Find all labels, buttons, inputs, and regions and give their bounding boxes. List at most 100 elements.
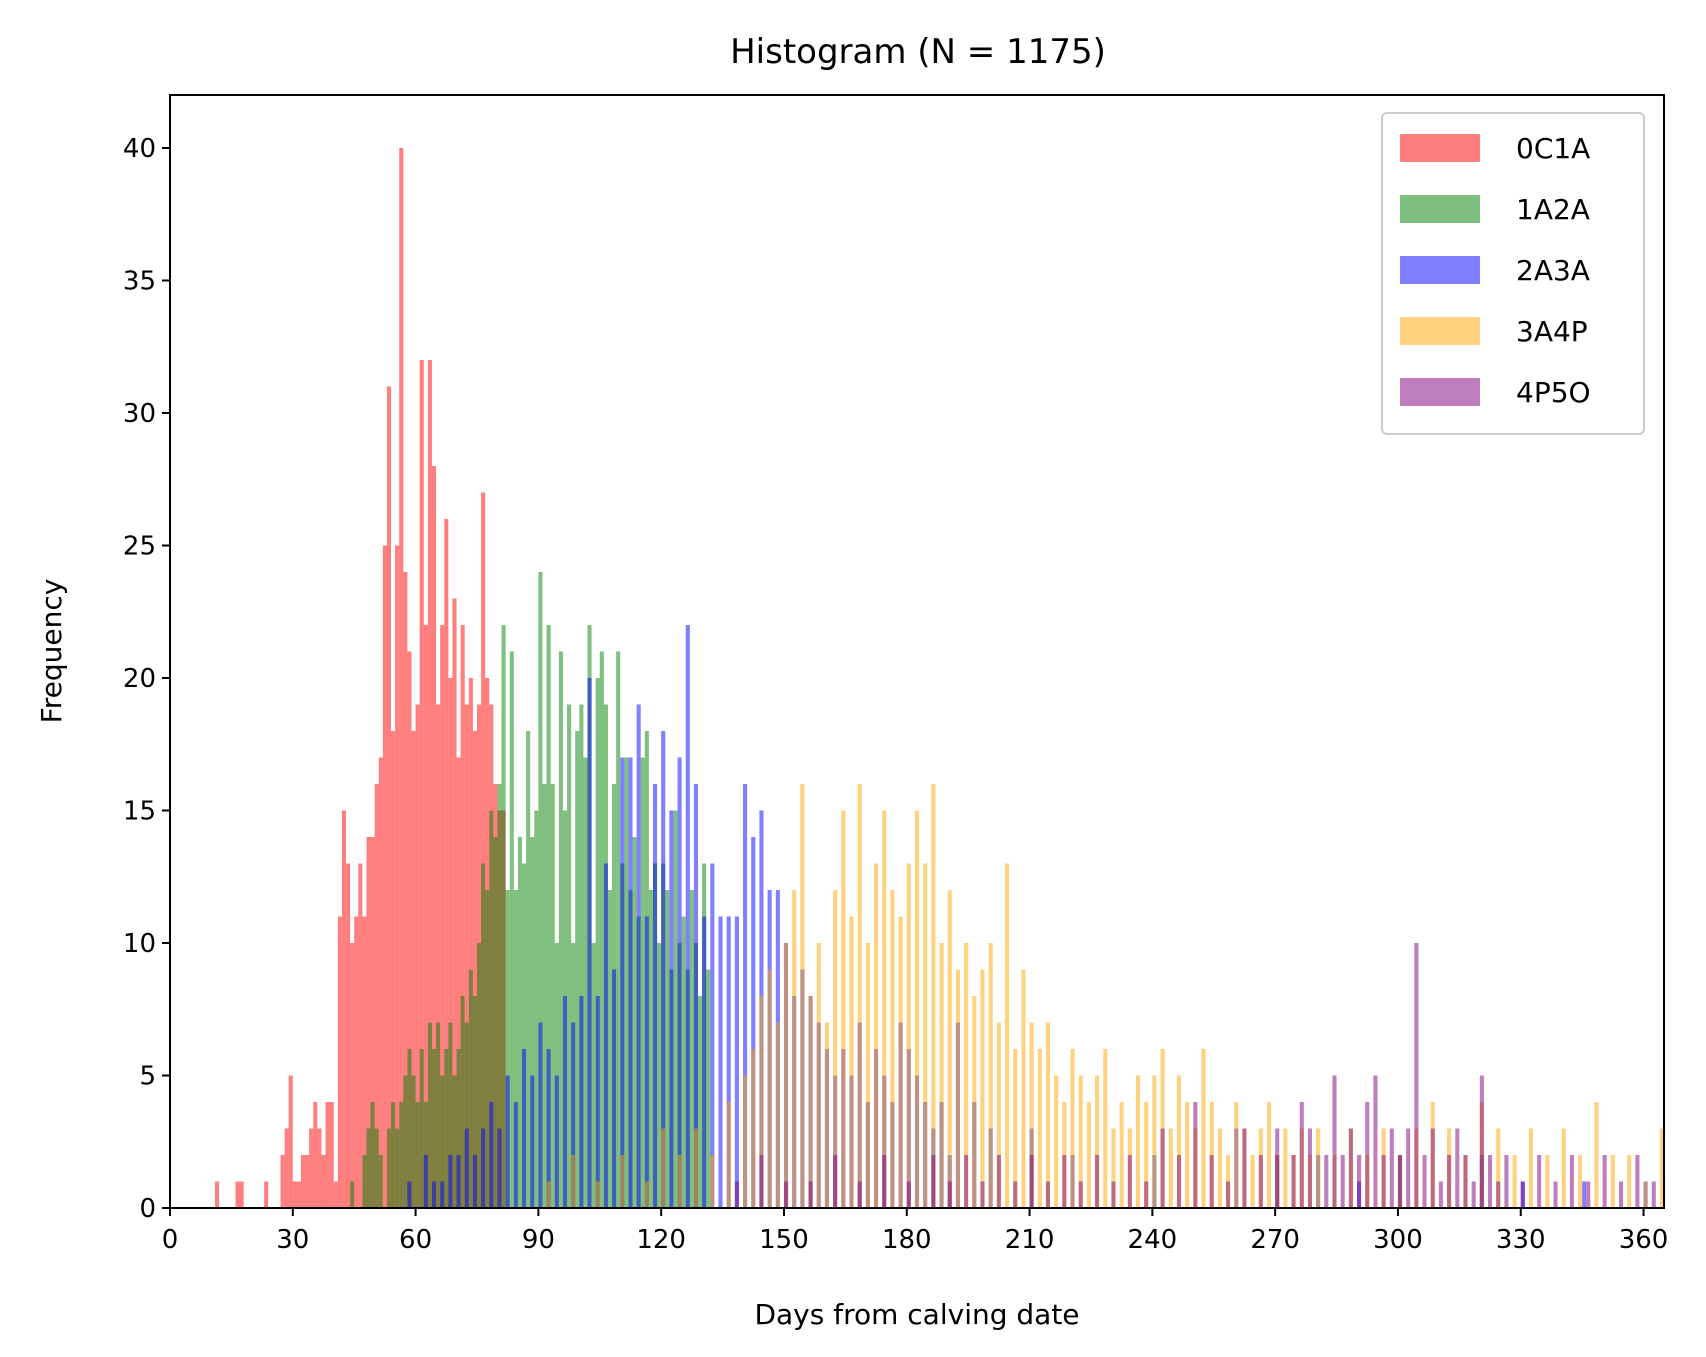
bar-3A4P-158 bbox=[816, 943, 821, 1208]
bar-2A3A-80 bbox=[497, 1128, 502, 1208]
bar-1A2A-66 bbox=[440, 1075, 445, 1208]
bar-2A3A-66 bbox=[440, 1181, 445, 1208]
bar-4P5O-274 bbox=[1291, 1155, 1296, 1208]
bar-1A2A-50 bbox=[374, 1128, 379, 1208]
bar-0C1A-58 bbox=[407, 651, 412, 1208]
bar-0C1A-36 bbox=[317, 1128, 322, 1208]
bar-2A3A-94 bbox=[554, 1075, 559, 1208]
bar-4P5O-238 bbox=[1144, 1181, 1149, 1208]
bar-0C1A-27 bbox=[280, 1155, 285, 1208]
x-tick-label: 60 bbox=[399, 1225, 432, 1255]
bar-3A4P-268 bbox=[1266, 1102, 1272, 1208]
bar-0C1A-35 bbox=[313, 1102, 318, 1208]
bar-0C1A-65 bbox=[436, 704, 441, 1208]
bar-1A2A-68 bbox=[448, 1022, 453, 1208]
bar-4P5O-198 bbox=[980, 1181, 985, 1208]
bar-2A3A-76 bbox=[481, 1128, 486, 1208]
bar-4P5O-354 bbox=[1618, 1181, 1624, 1208]
bar-3A4P-160 bbox=[824, 1022, 829, 1208]
bar-4P5O-302 bbox=[1406, 1128, 1411, 1208]
y-tick-label: 30 bbox=[123, 399, 156, 429]
bar-0C1A-73 bbox=[468, 678, 473, 1208]
bar-0C1A-47 bbox=[362, 916, 367, 1208]
bar-3A4P-260 bbox=[1234, 1102, 1239, 1208]
bar-0C1A-64 bbox=[431, 466, 437, 1208]
bar-1A2A-59 bbox=[411, 1075, 416, 1208]
bar-3A4P-178 bbox=[898, 916, 903, 1208]
bar-1A2A-121 bbox=[665, 890, 670, 1208]
y-tick-label: 5 bbox=[139, 1062, 156, 1092]
bar-1A2A-131 bbox=[706, 969, 711, 1208]
bar-4P5O-288 bbox=[1348, 1128, 1353, 1208]
bar-3A4P-230 bbox=[1111, 1128, 1116, 1208]
bar-3A4P-356 bbox=[1627, 1155, 1632, 1208]
x-axis-ticks: 0 30 60 90 120 150 180 210 240 270 300 330 360 bbox=[162, 1208, 1669, 1255]
bar-4P5O-222 bbox=[1078, 1181, 1083, 1208]
bar-0C1A-50 bbox=[374, 784, 379, 1208]
x-tick-label: 150 bbox=[759, 1225, 809, 1255]
bar-1A2A-123 bbox=[673, 810, 678, 1208]
bar-3A4P-264 bbox=[1250, 1155, 1255, 1208]
bar-4P5O-286 bbox=[1340, 1155, 1345, 1208]
bar-0C1A-45 bbox=[354, 916, 359, 1208]
bar-3A4P-360 bbox=[1643, 1181, 1648, 1208]
bar-3A4P-166 bbox=[849, 916, 854, 1208]
bar-0C1A-54 bbox=[391, 731, 396, 1208]
bar-1A2A-84 bbox=[513, 890, 518, 1208]
bar-2A3A-98 bbox=[571, 1022, 576, 1208]
bar-0C1A-41 bbox=[337, 916, 342, 1208]
bar-3A4P-196 bbox=[972, 996, 977, 1208]
x-tick-label: 210 bbox=[1005, 1225, 1055, 1255]
bar-3A4P-170 bbox=[865, 943, 870, 1208]
bar-3A4P-152 bbox=[792, 890, 797, 1208]
bar-0C1A-67 bbox=[444, 519, 449, 1208]
bar-2A3A-62 bbox=[423, 1155, 428, 1208]
bar-4P5O-156 bbox=[808, 1181, 813, 1208]
x-tick-label: 360 bbox=[1619, 1225, 1669, 1255]
bar-1A2A-63 bbox=[427, 1022, 432, 1208]
bar-3A4P-184 bbox=[923, 863, 928, 1208]
bar-1A2A-57 bbox=[403, 1075, 408, 1208]
y-tick-label: 20 bbox=[123, 664, 156, 694]
bar-1A2A-107 bbox=[607, 890, 613, 1208]
bar-3A4P-210 bbox=[1029, 1022, 1034, 1208]
bar-3A4P-156 bbox=[808, 996, 813, 1208]
bar-4P5O-316 bbox=[1463, 1155, 1468, 1208]
bar-4P5O-284 bbox=[1332, 1075, 1337, 1208]
bar-3A4P-172 bbox=[874, 863, 879, 1208]
bar-1A2A-83 bbox=[509, 651, 514, 1208]
bar-3A4P-110 bbox=[620, 1155, 625, 1208]
bar-1A2A-88 bbox=[530, 837, 535, 1208]
bar-1A2A-44 bbox=[350, 1181, 355, 1208]
bar-0C1A-37 bbox=[321, 1155, 326, 1208]
bar-3A4P-332 bbox=[1528, 1128, 1534, 1208]
bar-2A3A-138 bbox=[734, 916, 739, 1208]
legend-box bbox=[1381, 112, 1645, 435]
bar-3A4P-186 bbox=[931, 784, 936, 1208]
bar-1A2A-97 bbox=[567, 704, 572, 1208]
bar-0C1A-53 bbox=[386, 386, 392, 1208]
bar-4P5O-262 bbox=[1242, 1128, 1247, 1208]
y-tick-label: 10 bbox=[123, 929, 156, 959]
bar-3A4P-204 bbox=[1005, 863, 1010, 1208]
legend-label-1A2A: 1A2A bbox=[1516, 193, 1590, 226]
bar-1A2A-53 bbox=[386, 1128, 392, 1208]
bar-0C1A-57 bbox=[403, 572, 408, 1208]
histogram-bars bbox=[215, 148, 1664, 1208]
bar-2A3A-82 bbox=[505, 1075, 510, 1208]
bar-2A3A-108 bbox=[612, 969, 617, 1208]
bar-3A4P-104 bbox=[595, 1181, 600, 1208]
bar-3A4P-232 bbox=[1119, 1102, 1124, 1208]
bar-1A2A-91 bbox=[542, 784, 547, 1208]
bar-1A2A-74 bbox=[472, 996, 477, 1208]
bar-0C1A-56 bbox=[399, 148, 404, 1208]
bar-4P5O-162 bbox=[833, 1155, 838, 1208]
bar-1A2A-113 bbox=[632, 837, 637, 1208]
bar-1A2A-67 bbox=[444, 1049, 449, 1208]
bar-0C1A-69 bbox=[452, 598, 457, 1208]
bar-1A2A-125 bbox=[681, 916, 686, 1208]
bar-4P5O-306 bbox=[1422, 1155, 1427, 1208]
legend-label-4P5O: 4P5O bbox=[1516, 376, 1591, 409]
bar-4P5O-276 bbox=[1299, 1102, 1304, 1208]
bar-2A3A-134 bbox=[718, 916, 723, 1208]
